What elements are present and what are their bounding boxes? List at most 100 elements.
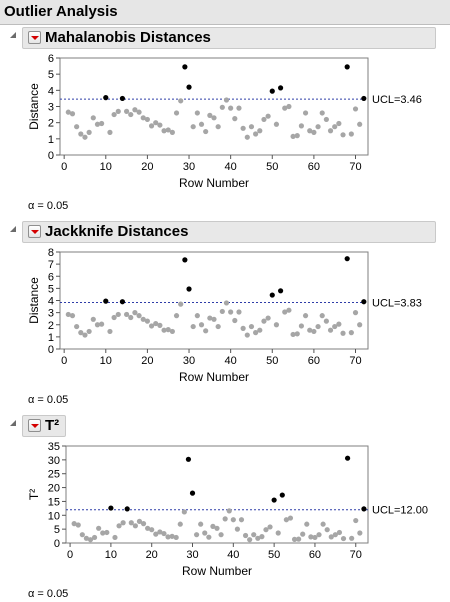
data-point <box>161 327 167 333</box>
disclosure-triangle-icon[interactable] <box>10 420 16 426</box>
data-point <box>294 133 300 139</box>
data-point <box>91 534 98 541</box>
y-axis-label: Distance <box>27 277 41 324</box>
data-point <box>244 134 250 140</box>
data-point <box>215 124 221 130</box>
data-point <box>165 327 171 333</box>
data-point <box>211 316 217 322</box>
data-point <box>161 530 167 537</box>
data-point <box>340 535 347 542</box>
data-point <box>178 98 184 104</box>
data-point <box>198 121 205 127</box>
outlier-point <box>277 85 284 91</box>
outlier-point <box>269 88 275 94</box>
data-point <box>153 531 159 537</box>
x-tick-label: 10 <box>100 355 112 367</box>
x-tick-label: 50 <box>268 549 280 561</box>
data-point <box>111 111 117 118</box>
data-point <box>332 124 338 130</box>
data-point <box>267 524 273 530</box>
outline-title: Outlier Analysis <box>4 3 118 20</box>
data-point <box>240 325 246 331</box>
data-point <box>257 327 263 333</box>
data-point <box>265 113 271 119</box>
jackknife-header[interactable]: Jackknife Distances <box>22 221 436 243</box>
red-triangle-menu-icon[interactable] <box>28 31 41 44</box>
outlier-point <box>103 95 109 101</box>
data-point <box>273 322 280 328</box>
data-point <box>296 536 302 542</box>
data-point <box>228 105 234 111</box>
data-point <box>82 332 88 338</box>
data-point <box>169 533 175 539</box>
data-point <box>198 521 204 527</box>
data-point <box>353 517 359 524</box>
data-point <box>69 111 76 117</box>
data-point <box>259 534 265 540</box>
data-point <box>253 131 259 137</box>
data-point <box>169 129 175 135</box>
data-point <box>304 521 310 527</box>
data-point <box>223 97 230 103</box>
mahalanobis-header[interactable]: Mahalanobis Distances <box>22 27 436 49</box>
data-point <box>323 116 329 123</box>
data-point <box>194 313 200 319</box>
outlier-point <box>124 506 130 512</box>
disclosure-triangle-icon[interactable] <box>10 32 16 38</box>
data-point <box>71 521 77 527</box>
data-point <box>83 535 90 541</box>
y-tick-label: 6 <box>48 53 54 65</box>
y-axis-label: Distance <box>27 83 41 130</box>
data-point <box>178 301 184 307</box>
x-tick-label: 60 <box>308 355 320 367</box>
t2-header[interactable]: T² <box>22 415 66 437</box>
data-point <box>75 522 81 528</box>
data-point <box>173 313 180 319</box>
data-point <box>79 532 85 538</box>
x-axis-label: Row Number <box>179 176 249 190</box>
y-axis-label: T² <box>27 489 41 500</box>
disclosure-triangle-icon[interactable] <box>10 226 16 232</box>
data-point <box>247 537 253 543</box>
outlier-point <box>269 292 275 298</box>
data-point <box>96 525 102 531</box>
section-title: T² <box>45 417 60 434</box>
outlier-point <box>271 497 277 503</box>
red-triangle-menu-icon[interactable] <box>28 419 41 432</box>
outlier-point <box>361 506 367 512</box>
red-triangle-menu-icon[interactable] <box>28 225 41 238</box>
y-tick-label: 10 <box>48 510 60 522</box>
y-tick-label: 3 <box>48 102 54 114</box>
data-point <box>128 520 134 526</box>
x-tick-label: 70 <box>350 549 362 561</box>
y-tick-label: 25 <box>48 469 60 481</box>
data-point <box>332 323 338 330</box>
y-tick-label: 20 <box>48 483 60 495</box>
data-point <box>282 309 288 315</box>
data-point <box>357 530 363 536</box>
data-point <box>132 107 138 113</box>
y-tick-label: 1 <box>48 332 54 344</box>
x-tick-label: 40 <box>225 355 237 367</box>
outlier-point <box>103 298 109 304</box>
data-point <box>112 534 118 541</box>
data-point <box>290 133 296 140</box>
data-point <box>132 523 138 529</box>
data-point <box>149 527 155 533</box>
data-point <box>311 328 317 335</box>
x-axis-label: Row Number <box>182 564 252 578</box>
y-tick-label: 0 <box>48 344 54 356</box>
y-tick-label: 4 <box>48 296 54 308</box>
y-tick-label: 2 <box>48 320 54 332</box>
y-tick-label: 30 <box>48 455 60 467</box>
data-point <box>311 129 317 135</box>
data-point <box>90 115 96 121</box>
data-point <box>242 532 249 539</box>
data-point <box>74 124 80 130</box>
data-point <box>290 331 296 338</box>
x-tick-label: 20 <box>141 161 153 173</box>
outline-header[interactable]: Outlier Analysis <box>0 0 450 25</box>
data-point <box>194 110 200 116</box>
data-point <box>107 328 113 335</box>
